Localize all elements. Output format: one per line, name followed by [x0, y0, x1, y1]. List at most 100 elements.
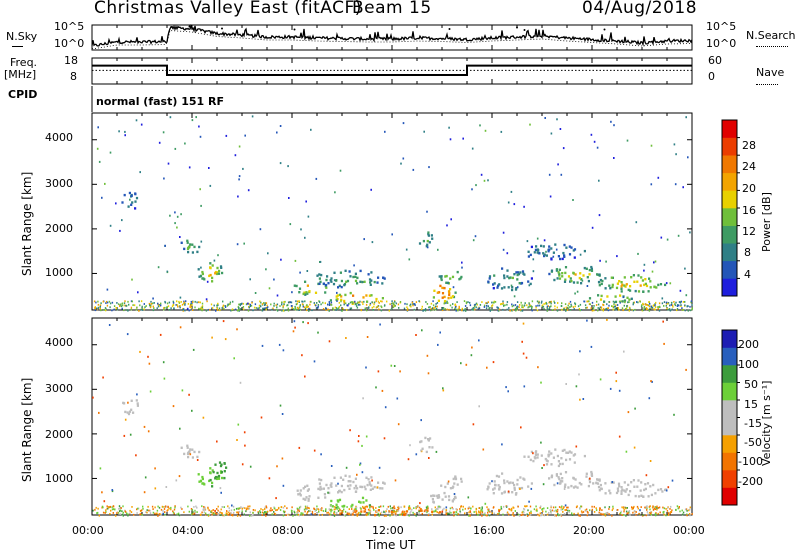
- velocity-ground-cell: [595, 507, 597, 510]
- power-ground-cell: [561, 308, 563, 311]
- velocity-ground-cell: [582, 511, 585, 513]
- power-sparse-cell: [661, 297, 664, 300]
- power-ground-cell: [227, 303, 229, 306]
- velocity-cell: [500, 492, 504, 495]
- power-ground-cell: [643, 307, 645, 309]
- power-ground-cell: [512, 308, 514, 311]
- power-cbar-tick-12: 12: [742, 225, 756, 238]
- power-cell: [381, 297, 384, 300]
- power-sparse-cell: [333, 279, 336, 282]
- velocity-ground-cell: [591, 505, 593, 508]
- velocity-ground-cell: [411, 508, 413, 511]
- power-ground-cell: [190, 303, 192, 306]
- power-ground-cell: [454, 306, 457, 308]
- velocity-ground-cell: [391, 507, 394, 509]
- velocity-ground-cell: [243, 513, 245, 516]
- power-cell: [521, 270, 525, 273]
- power-ground-cell: [183, 301, 186, 304]
- power-sparse-cell: [687, 156, 689, 159]
- power-cell: [319, 280, 322, 284]
- power-ground-cell: [632, 303, 634, 306]
- velocity-ground-cell: [226, 510, 228, 512]
- power-cell: [354, 272, 357, 275]
- power-ground-cell: [121, 307, 123, 310]
- velocity-ground-cell: [355, 506, 358, 509]
- power-sparse-cell: [216, 304, 218, 307]
- date-label: 04/Aug/2018: [582, 0, 698, 18]
- velocity-ground-cell: [257, 512, 260, 515]
- power-ground-cell: [436, 302, 439, 304]
- power-sparse-cell: [408, 258, 411, 261]
- velocity-ground-cell: [211, 513, 213, 516]
- power-cell: [547, 250, 550, 253]
- velocity-cell: [560, 457, 563, 460]
- velocity-ground-cell: [540, 505, 542, 508]
- power-ground-cell: [113, 308, 115, 311]
- power-cell: [639, 284, 642, 287]
- velocity-sparse-cell: [645, 474, 648, 477]
- power-cell: [554, 243, 557, 246]
- power-ground-cell: [365, 303, 368, 306]
- velocity-ground-cell: [329, 509, 331, 511]
- velocity-ground-cell: [619, 512, 622, 514]
- power-ground-cell: [486, 302, 488, 305]
- velocity-ground-cell: [381, 511, 383, 514]
- power-ground-cell: [232, 300, 234, 303]
- power-sparse-cell: [279, 162, 282, 165]
- power-ground-cell: [663, 305, 665, 307]
- power-ground-cell: [535, 306, 537, 309]
- power-cell: [620, 290, 623, 293]
- power-ground-cell: [273, 305, 275, 307]
- power-ground-cell: [647, 304, 649, 307]
- velocity-ground-cell: [436, 511, 438, 514]
- power-sparse-cell: [96, 147, 99, 150]
- power-cell: [211, 280, 214, 283]
- power-ground-cell: [606, 303, 608, 306]
- power-sparse-cell: [186, 307, 189, 310]
- power-cell: [438, 291, 441, 294]
- power-cell: [497, 284, 500, 287]
- power-cell: [564, 278, 567, 281]
- velocity-sparse-cell: [281, 457, 284, 460]
- power-ground-cell: [686, 305, 688, 308]
- velocity-ground-cell: [348, 508, 350, 510]
- power-ground-cell: [444, 308, 446, 310]
- velocity-ground-cell: [612, 505, 614, 508]
- velocity-cell: [488, 482, 491, 485]
- velocity-cell: [572, 477, 575, 480]
- velocity-cell: [599, 487, 603, 490]
- velocity-ground-cell: [254, 509, 256, 512]
- velocity-ground-cell: [109, 513, 111, 515]
- power-sparse-cell: [259, 228, 262, 231]
- velocity-cell: [573, 453, 577, 456]
- power-cell: [356, 282, 359, 285]
- power-ground-cell: [242, 302, 245, 305]
- power-ground-cell: [563, 308, 565, 310]
- velocity-ground-cell: [555, 514, 557, 517]
- velocity-cell: [369, 488, 372, 491]
- power-ground-cell: [363, 300, 365, 303]
- power-ground-cell: [215, 309, 217, 312]
- power-ground-cell: [528, 302, 530, 304]
- power-cell: [488, 277, 491, 280]
- xtick-0000: 00:00: [72, 524, 104, 537]
- velocity-cell: [592, 482, 595, 485]
- velocity-ground-cell: [196, 506, 198, 509]
- power-ground-cell: [261, 303, 264, 305]
- power-ground-cell: [654, 306, 657, 308]
- velocity-cell: [492, 488, 495, 491]
- power-ground-cell: [549, 306, 551, 308]
- power-sparse-cell: [162, 131, 165, 134]
- power-cell: [527, 255, 530, 258]
- velocity-ground-cell: [322, 510, 325, 512]
- power-ground-cell: [224, 305, 226, 307]
- velocity-ground-cell: [554, 514, 556, 517]
- power-ground-cell: [612, 308, 614, 311]
- power-cell: [330, 280, 333, 283]
- velocity-ground-cell: [191, 508, 194, 511]
- velocity-cell: [368, 483, 372, 486]
- power-cell: [498, 283, 501, 286]
- velocity-cell: [351, 513, 354, 516]
- velocity-sparse-cell: [472, 423, 475, 426]
- velocity-ground-cell: [410, 510, 412, 513]
